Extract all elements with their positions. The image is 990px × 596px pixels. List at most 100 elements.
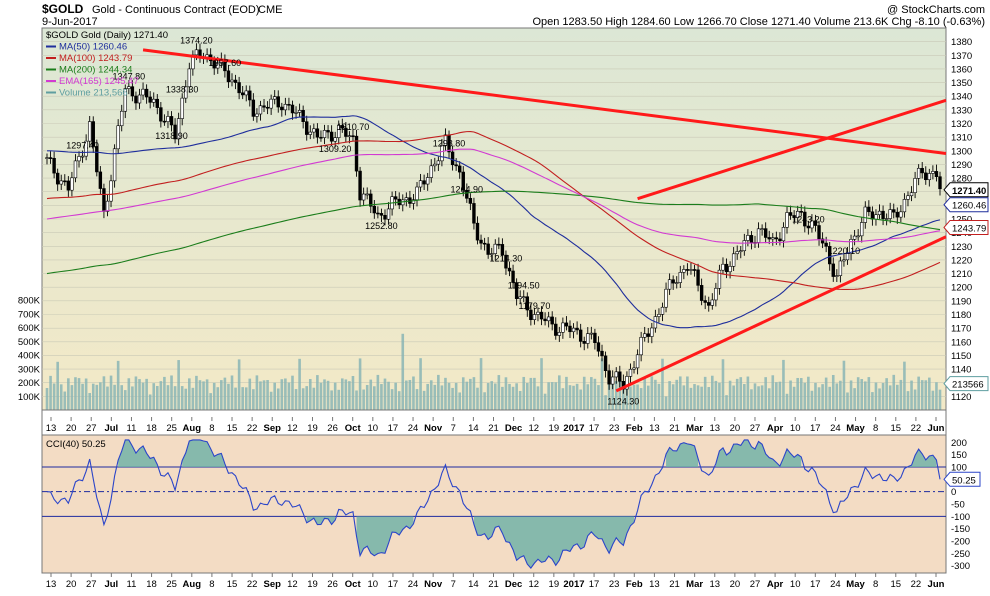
volume-bar [276,388,280,410]
volume-bar [166,385,170,410]
volume-bar [839,380,842,410]
exchange-label: CME [258,4,282,16]
date-tick-label: 17 [589,579,600,590]
price-tick-label: 1140 [951,365,971,376]
date-tick-label: 27 [750,579,761,590]
price-bar-body [820,238,825,244]
volume-bar [259,381,262,410]
volume-bar [568,385,572,410]
volume-bar [390,389,394,410]
volume-bar [237,359,241,410]
price-bar-body [63,180,67,183]
price-bar-body [176,118,181,140]
volume-bar [419,358,422,410]
volume-bar [330,390,333,410]
price-bar-body [707,302,711,306]
volume-bar [397,391,401,410]
volume-bar [828,386,832,410]
price-bar-body [678,272,682,283]
price-bar-body [280,106,284,111]
volume-bar [145,378,148,410]
date-labels-bottom: 13 20 27 Jul 11 18 25 Aug 8 15 22 Sep 12 19 26 Oct 10 17 2… [46,573,945,590]
volume-bar [433,384,437,410]
price-bar-body [450,151,455,166]
volume-bar [319,382,323,410]
price-annotation: 1298.80 [433,138,466,148]
price-bar-body [269,98,273,109]
price-bar-body [824,242,828,247]
price-bar-body [52,157,56,174]
price-bar-body [112,148,117,182]
price-bar-body [262,105,266,108]
volume-bar [472,377,476,410]
volume-bar [493,383,497,410]
price-bar-body [710,299,715,306]
volume-bar [74,377,77,410]
price-bar-body [287,103,291,106]
volume-bar [735,378,739,410]
volume-bar [590,377,593,410]
credit-label: @ StockCharts.com [887,4,985,16]
price-bar-body [344,127,348,137]
date-tick-label: 22 [911,423,922,434]
price-bar-body [180,97,184,119]
volume-bar [301,388,305,410]
volume-bar [337,389,341,410]
cci-extreme-fill [666,442,699,468]
date-tick-label: 7 [451,423,456,434]
volume-bar [664,396,668,410]
price-bar-body [95,146,99,173]
date-tick-label: 8 [873,423,878,434]
price-bar-body [849,239,853,254]
volume-bar [558,375,561,410]
price-bar-body [924,172,928,181]
cci-panel [41,434,947,574]
date-tick-label: 10 [790,423,801,434]
volume-bar [59,384,63,410]
volume-bar [639,388,643,410]
price-bar-body [173,124,177,140]
legend-entry: MA(200) 1244.34 [59,65,132,76]
date-tick-label: 19 [549,423,560,434]
tag-box [943,182,989,198]
volume-bar [49,375,52,410]
volume-bar [408,379,412,410]
volume-bar [148,394,152,410]
date-labels-top: 13 20 27 Jul 11 18 25 Aug 8 15 22 Sep 12 19 26 Oct 10 17 2… [46,417,945,434]
volume-bar [248,378,252,410]
cci-extreme-fill [907,449,937,468]
volume-bar [853,388,856,410]
date-tick-label: 24 [408,579,419,590]
volume-bar [84,378,88,410]
price-bar-body [913,178,917,193]
volume-bar [216,387,220,410]
volume-bar [522,376,526,410]
price-bar-body [148,96,152,103]
price-bar-body [884,218,889,220]
price-bar-body [55,172,60,185]
date-tick-label: Sep [264,423,282,434]
price-bar-body [888,209,892,219]
cci-extreme-fill [182,439,225,468]
price-bar-body [297,110,302,113]
price-bar-body [386,208,391,220]
volume-bar [504,377,508,410]
price-bar-body [657,314,661,317]
price-bar-body [340,125,344,129]
price-bar-body [258,105,263,115]
price-bar-body [440,145,444,162]
volume-bar [205,379,209,410]
price-bar-body [497,243,501,246]
cci-series-line [46,439,941,569]
volume-bar [294,389,298,410]
volume-bar [255,375,259,410]
volume-bar [771,375,775,410]
volume-bar [835,383,839,410]
price-bar-body [329,131,334,142]
price-tick-label: 1210 [951,269,972,280]
volume-tick-label: 300K [18,364,41,375]
volume-tick-label: 200K [18,378,41,389]
price-bar-body [233,79,238,83]
price-bar-body [255,113,259,117]
legend-entry: EMA(165) 1245.47 [59,76,139,87]
